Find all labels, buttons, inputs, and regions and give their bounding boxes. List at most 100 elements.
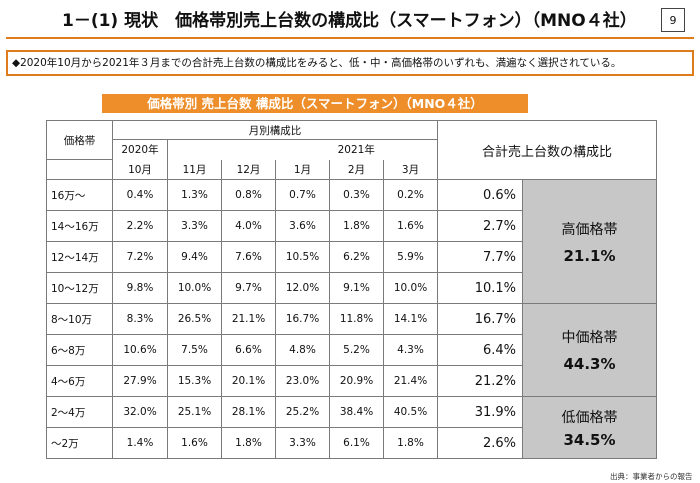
cell-value: 1.4% bbox=[112, 427, 168, 459]
cell-value: 1.8% bbox=[221, 427, 276, 459]
cell-value: 8.3% bbox=[112, 303, 168, 335]
cell-value: 9.4% bbox=[167, 241, 222, 273]
cell-value: 4.8% bbox=[275, 334, 330, 366]
header-total: 合計売上台数の構成比 bbox=[437, 120, 657, 180]
cell-value: 21.1% bbox=[221, 303, 276, 335]
segment-low-name: 低価格帯 bbox=[561, 409, 618, 426]
composition-table: 価格帯 月別構成比 合計売上台数の構成比 2020年 2021年 10月 11月… bbox=[46, 120, 657, 459]
header-month: 3月 bbox=[383, 159, 438, 180]
header-month: 11月 bbox=[167, 159, 222, 180]
cell-value: 6.2% bbox=[329, 241, 384, 273]
cell-value: 1.8% bbox=[329, 210, 384, 242]
page-number: 9 bbox=[661, 8, 685, 32]
page-title: 1－(1) 現状 価格帯別売上台数の構成比（スマートフォン）（MNO４社） bbox=[62, 11, 637, 31]
table-row: 10～12万 9.8% 10.0% 9.7% 12.0% 9.1% 10.0% … bbox=[46, 272, 657, 304]
cell-value: 7.2% bbox=[112, 241, 168, 273]
cell-value: 20.9% bbox=[329, 365, 384, 397]
cell-value: 1.6% bbox=[383, 210, 438, 242]
header-year-2020: 2020年 bbox=[112, 139, 168, 160]
segment-high-percent: 21.1% bbox=[563, 246, 616, 265]
header-month: 2月 bbox=[329, 159, 384, 180]
row-label: ～2万 bbox=[46, 427, 113, 459]
cell-value: 0.7% bbox=[275, 179, 330, 211]
row-total: 0.6% bbox=[437, 179, 523, 211]
cell-value: 6.6% bbox=[221, 334, 276, 366]
segment-mid-name: 中価格帯 bbox=[561, 330, 618, 346]
table-row: 12～14万 7.2% 9.4% 7.6% 10.5% 6.2% 5.9% 7.… bbox=[46, 241, 657, 273]
cell-value: 40.5% bbox=[383, 396, 438, 428]
cell-value: 23.0% bbox=[275, 365, 330, 397]
cell-value: 9.8% bbox=[112, 272, 168, 304]
table-row: ～2万 1.4% 1.6% 1.8% 3.3% 6.1% 1.8% 2.6% bbox=[46, 427, 657, 459]
header-year-2021: 2021年 bbox=[275, 139, 438, 160]
cell-value: 9.7% bbox=[221, 272, 276, 304]
cell-value: 10.5% bbox=[275, 241, 330, 273]
cell-value: 0.4% bbox=[112, 179, 168, 211]
cell-value: 3.6% bbox=[275, 210, 330, 242]
cell-value: 1.8% bbox=[383, 427, 438, 459]
table-row: 8～10万 8.3% 26.5% 21.1% 16.7% 11.8% 14.1%… bbox=[46, 303, 657, 397]
cell-value: 6.1% bbox=[329, 427, 384, 459]
row-label: 2～4万 bbox=[46, 396, 113, 428]
source-note: 出典：事業者からの報告 bbox=[610, 472, 693, 481]
cell-value: 0.2% bbox=[383, 179, 438, 211]
cell-value: 4.3% bbox=[383, 334, 438, 366]
row-total: 16.7% bbox=[437, 303, 523, 335]
cell-value: 27.9% bbox=[112, 365, 168, 397]
table-row: 6～8万 10.6% 7.5% 6.6% 4.8% 5.2% 4.3% 6.4% bbox=[46, 334, 657, 366]
segment-high: 高価格帯 21.1% bbox=[522, 179, 657, 304]
segment-mid: 中価格帯 44.3% bbox=[522, 303, 657, 397]
row-total: 10.1% bbox=[437, 272, 523, 304]
row-total: 2.7% bbox=[437, 210, 523, 242]
cell-value: 0.8% bbox=[221, 179, 276, 211]
table-row: 2～4万 32.0% 25.1% 28.1% 25.2% 38.4% 40.5%… bbox=[46, 396, 657, 459]
cell-value: 4.0% bbox=[221, 210, 276, 242]
segment-low: 低価格帯 34.5% bbox=[522, 396, 657, 459]
header-month: 12月 bbox=[221, 159, 276, 180]
row-label: 12～14万 bbox=[46, 241, 113, 273]
row-total: 2.6% bbox=[437, 427, 523, 459]
cell-value: 7.6% bbox=[221, 241, 276, 273]
row-total: 21.2% bbox=[437, 365, 523, 397]
row-label: 6～8万 bbox=[46, 334, 113, 366]
segment-low-percent: 34.5% bbox=[563, 430, 616, 449]
cell-value: 12.0% bbox=[275, 272, 330, 304]
row-label: 16万～ bbox=[46, 179, 113, 211]
row-total: 6.4% bbox=[437, 334, 523, 366]
cell-value: 3.3% bbox=[167, 210, 222, 242]
summary-box: ◆2020年10月から2021年３月までの合計売上台数の構成比をみると、低・中・… bbox=[6, 50, 694, 76]
segment-high-name: 高価格帯 bbox=[561, 221, 618, 238]
cell-value: 2.2% bbox=[112, 210, 168, 242]
row-label: 4～6万 bbox=[46, 365, 113, 397]
cell-value: 10.0% bbox=[167, 272, 222, 304]
header-month: 1月 bbox=[275, 159, 330, 180]
cell-value: 9.1% bbox=[329, 272, 384, 304]
cell-value: 5.9% bbox=[383, 241, 438, 273]
cell-value: 1.3% bbox=[167, 179, 222, 211]
header-month: 10月 bbox=[112, 159, 168, 180]
cell-value: 0.3% bbox=[329, 179, 384, 211]
row-label: 8～10万 bbox=[46, 303, 113, 335]
cell-value: 11.8% bbox=[329, 303, 384, 335]
cell-value: 10.0% bbox=[383, 272, 438, 304]
cell-value: 14.1% bbox=[383, 303, 438, 335]
cell-value: 3.3% bbox=[275, 427, 330, 459]
cell-value: 26.5% bbox=[167, 303, 222, 335]
cell-value: 15.3% bbox=[167, 365, 222, 397]
row-total: 7.7% bbox=[437, 241, 523, 273]
row-label: 10～12万 bbox=[46, 272, 113, 304]
table-row: 14～16万 2.2% 3.3% 4.0% 3.6% 1.8% 1.6% 2.7… bbox=[46, 210, 657, 242]
cell-value: 7.5% bbox=[167, 334, 222, 366]
table-banner: 価格帯別 売上台数 構成比（スマートフォン）（MNO４社） bbox=[102, 94, 528, 113]
cell-value: 21.4% bbox=[383, 365, 438, 397]
cell-value: 28.1% bbox=[221, 396, 276, 428]
table-row: 16万～ 0.4% 1.3% 0.8% 0.7% 0.3% 0.2% 0.6% … bbox=[46, 179, 657, 304]
cell-value: 5.2% bbox=[329, 334, 384, 366]
row-total: 31.9% bbox=[437, 396, 523, 428]
header-price-band: 価格帯 bbox=[46, 120, 113, 160]
cell-value: 38.4% bbox=[329, 396, 384, 428]
cell-value: 16.7% bbox=[275, 303, 330, 335]
cell-value: 20.1% bbox=[221, 365, 276, 397]
cell-value: 1.6% bbox=[167, 427, 222, 459]
cell-value: 32.0% bbox=[112, 396, 168, 428]
